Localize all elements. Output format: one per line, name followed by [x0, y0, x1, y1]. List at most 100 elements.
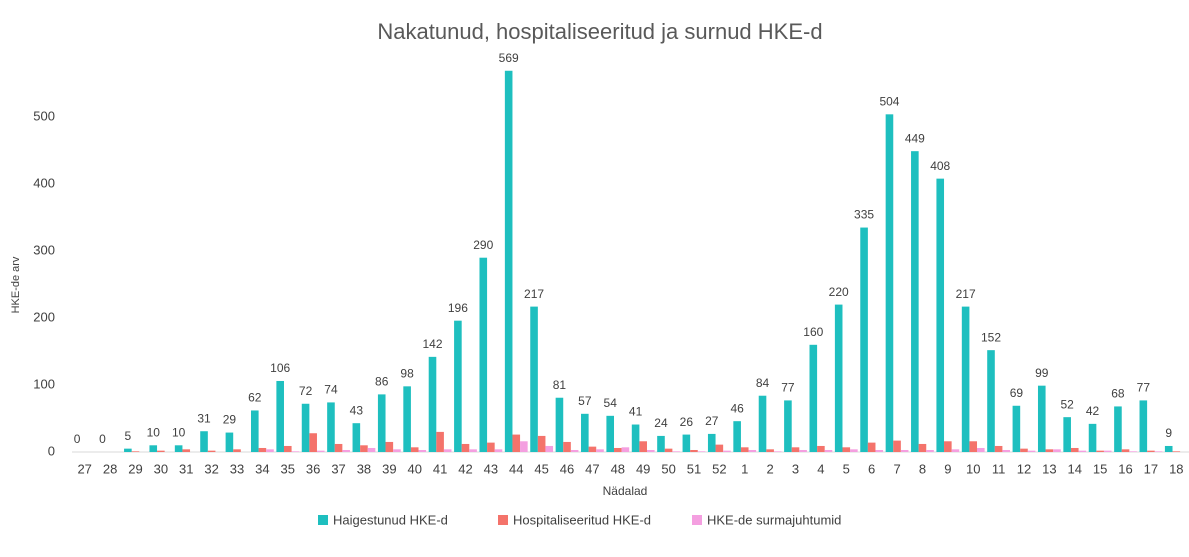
x-tick-label: 16 [1118, 461, 1132, 476]
bar [773, 451, 782, 452]
bar [926, 449, 934, 452]
data-label: 196 [448, 301, 468, 315]
bar [1070, 447, 1079, 452]
legend-label: HKE-de surmajuhtumid [707, 512, 841, 527]
bar [588, 446, 597, 452]
bar [1037, 385, 1046, 452]
bar [1063, 417, 1071, 452]
bar [301, 403, 310, 452]
y-tick-label: 200 [33, 309, 55, 324]
data-label: 77 [781, 381, 795, 395]
bar [1103, 450, 1112, 452]
x-tick-label: 51 [687, 461, 701, 476]
bar [316, 450, 325, 452]
bar [530, 306, 538, 452]
x-tick-label: 30 [154, 461, 168, 476]
bar [443, 449, 452, 452]
data-label: 0 [74, 432, 81, 446]
bar [563, 441, 571, 452]
bar [157, 450, 165, 452]
bar [283, 445, 292, 452]
data-label: 72 [299, 384, 313, 398]
bar [570, 449, 579, 452]
bar [682, 434, 691, 452]
bar [1027, 450, 1036, 452]
data-label: 29 [223, 413, 237, 427]
x-tick-label: 48 [611, 461, 625, 476]
bar [258, 447, 267, 452]
bar [327, 402, 335, 452]
x-tick-label: 9 [944, 461, 951, 476]
bar [944, 441, 952, 452]
data-label: 54 [604, 396, 618, 410]
bar [233, 449, 241, 452]
x-tick-label: 29 [128, 461, 142, 476]
bar [393, 449, 401, 452]
x-tick-label: 10 [966, 461, 980, 476]
bar [809, 344, 818, 452]
bar [377, 394, 386, 452]
bar [1147, 450, 1155, 452]
x-tick-label: 4 [817, 461, 824, 476]
bar [1139, 400, 1148, 452]
bar [867, 442, 876, 452]
chart-title: Nakatunud, hospitaliseeritud ja surnud H… [377, 19, 822, 44]
bar [860, 227, 868, 452]
x-tick-label: 38 [357, 461, 371, 476]
y-axis-label: HKE-de arv [10, 256, 22, 313]
data-label: 290 [473, 238, 493, 252]
x-tick-label: 6 [868, 461, 875, 476]
bar [520, 441, 528, 452]
bar [664, 448, 673, 452]
x-tick-label: 17 [1144, 461, 1158, 476]
data-label: 9 [1165, 426, 1172, 440]
bar [646, 449, 655, 452]
bar [969, 441, 978, 452]
bar [715, 444, 724, 452]
data-label: 43 [350, 403, 364, 417]
data-label: 99 [1035, 366, 1049, 380]
bar [342, 449, 350, 452]
data-label: 74 [324, 383, 338, 397]
bar [487, 442, 495, 452]
x-tick-label: 18 [1169, 461, 1183, 476]
bar [403, 386, 411, 452]
bar [657, 435, 665, 452]
bar [367, 447, 376, 452]
x-tick-label: 7 [893, 461, 900, 476]
bar [545, 445, 554, 452]
bar [893, 440, 901, 452]
y-tick-label: 400 [33, 175, 55, 190]
bar [200, 431, 208, 452]
x-tick-label: 3 [792, 461, 799, 476]
legend-swatch [692, 515, 702, 525]
x-tick-label: 41 [433, 461, 447, 476]
bar [784, 400, 792, 452]
x-tick-label: 50 [661, 461, 675, 476]
data-label: 10 [147, 425, 161, 439]
bar [842, 447, 851, 452]
data-label: 52 [1060, 397, 1074, 411]
x-tick-label: 27 [77, 461, 91, 476]
legend-label: Haigestunud HKE-d [333, 512, 448, 527]
bar [911, 151, 919, 453]
bar [1172, 451, 1181, 452]
bar [900, 449, 909, 452]
data-label: 220 [829, 285, 849, 299]
x-tick-label: 42 [458, 461, 472, 476]
bar [1045, 449, 1054, 452]
bar [182, 449, 191, 452]
data-label: 69 [1010, 386, 1024, 400]
data-label: 106 [270, 361, 290, 375]
legend-swatch [498, 515, 508, 525]
data-label: 504 [879, 94, 899, 108]
data-label: 27 [705, 414, 719, 428]
bar [309, 433, 317, 452]
bar [1053, 449, 1061, 452]
bar [581, 413, 589, 452]
x-tick-label: 45 [534, 461, 548, 476]
bar [1114, 406, 1122, 452]
bar [1078, 450, 1087, 452]
bar [606, 415, 615, 452]
bar [504, 70, 513, 453]
